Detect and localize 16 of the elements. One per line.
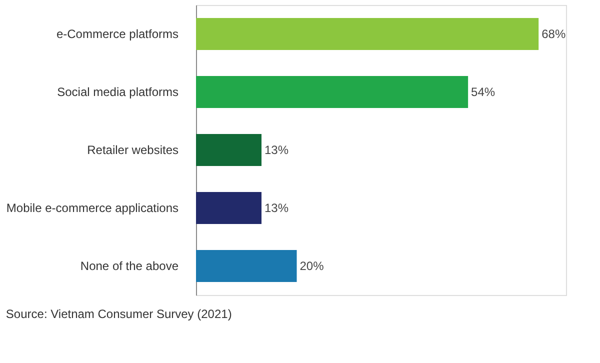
y-tick-label: Social media platforms [57, 85, 178, 99]
bar [196, 192, 262, 224]
data-label: 54% [471, 85, 496, 99]
y-tick-label: e-Commerce platforms [56, 27, 178, 41]
data-label: 68% [542, 27, 566, 41]
y-tick-label: Mobile e-commerce applications [6, 201, 178, 215]
y-tick-label: None of the above [80, 259, 179, 273]
data-label: 13% [264, 201, 289, 215]
data-label: 20% [300, 259, 324, 273]
bar [196, 134, 262, 166]
source-note: Source: Vietnam Consumer Survey (2021) [6, 307, 232, 321]
bar [196, 76, 468, 108]
y-tick-label: Retailer websites [87, 143, 178, 157]
bar [196, 250, 297, 282]
data-label: 13% [264, 143, 289, 157]
bar [196, 18, 539, 50]
